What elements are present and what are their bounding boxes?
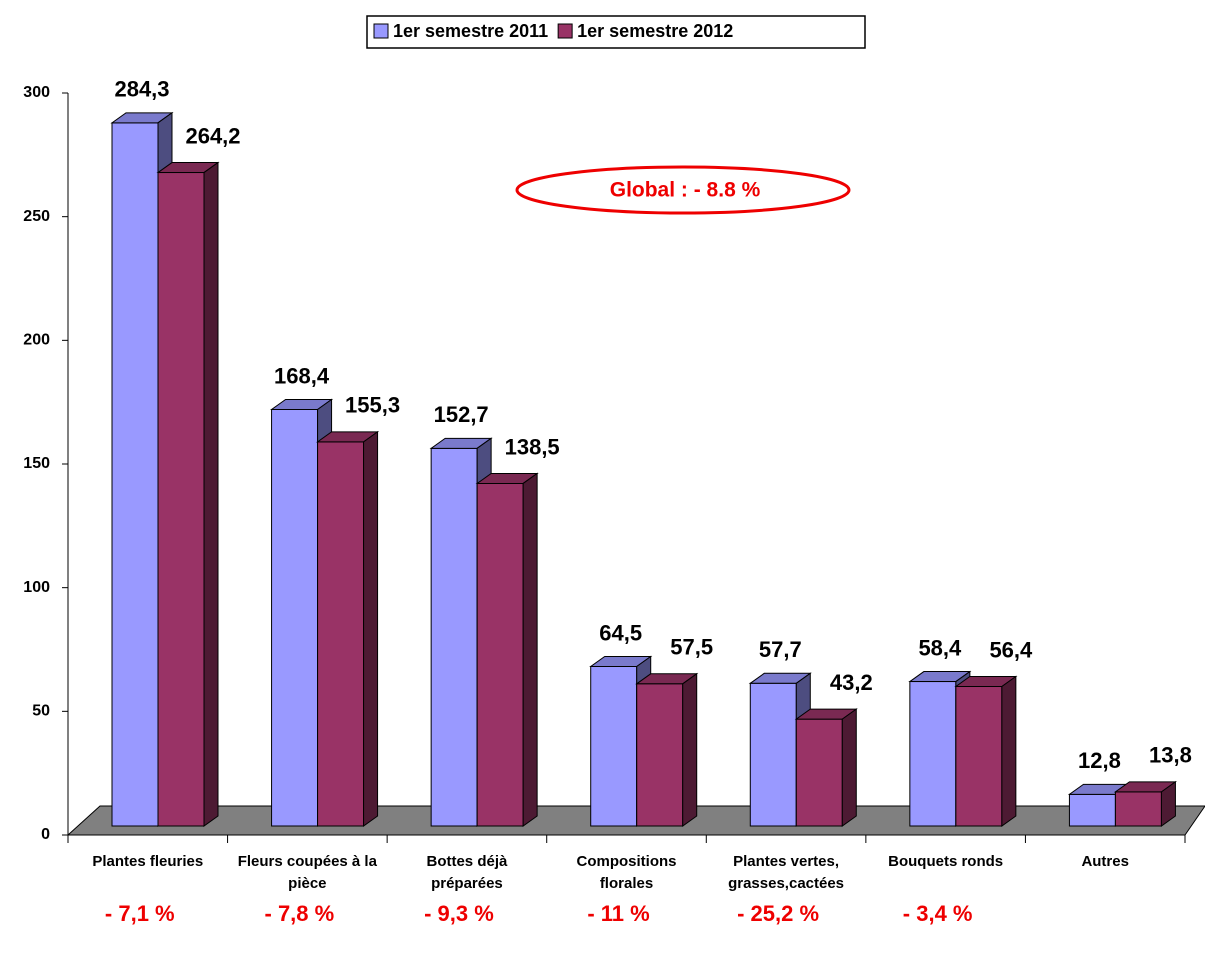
y-tick-label: 0 bbox=[41, 826, 50, 843]
change-label: - 9,3 % bbox=[424, 901, 494, 926]
legend: 1er semestre 2011 1er semestre 2012 bbox=[366, 15, 866, 49]
change-label: - 25,2 % bbox=[737, 901, 819, 926]
bar-side bbox=[1001, 675, 1017, 827]
bar bbox=[954, 675, 1018, 827]
change-label: - 3,4 % bbox=[903, 901, 973, 926]
bar bbox=[156, 161, 220, 827]
value-label: 43,2 bbox=[830, 670, 873, 695]
y-tick-label: 100 bbox=[23, 579, 50, 596]
bar-side bbox=[363, 430, 379, 827]
value-label: 152,7 bbox=[434, 402, 489, 427]
bar-front bbox=[157, 172, 205, 827]
legend-swatch bbox=[373, 23, 389, 39]
legend-label: 1er semestre 2012 bbox=[577, 21, 733, 41]
bar bbox=[794, 708, 858, 827]
value-label: 13,8 bbox=[1149, 743, 1192, 768]
value-label: 57,7 bbox=[759, 637, 802, 662]
y-tick-label: 200 bbox=[23, 332, 50, 349]
bar bbox=[1113, 780, 1177, 827]
bar-front bbox=[795, 718, 843, 827]
y-tick-label: 300 bbox=[23, 84, 50, 101]
value-label: 155,3 bbox=[345, 393, 400, 418]
bar bbox=[635, 672, 699, 827]
change-label: - 7,8 % bbox=[265, 901, 335, 926]
bar-front bbox=[476, 482, 524, 827]
value-label: 56,4 bbox=[989, 637, 1033, 662]
bar-side bbox=[841, 708, 857, 827]
value-label: 138,5 bbox=[505, 434, 560, 459]
bar-front bbox=[955, 686, 1003, 827]
bar-front bbox=[271, 408, 319, 827]
bar-side bbox=[522, 472, 538, 827]
y-tick-label: 150 bbox=[23, 455, 50, 472]
value-label: 57,5 bbox=[670, 635, 713, 660]
x-tick-label: Bottes déjà préparées bbox=[426, 853, 508, 892]
x-tick-label: Fleurs coupées à la pièce bbox=[237, 853, 377, 892]
value-label: 64,5 bbox=[599, 620, 642, 645]
bar-front bbox=[1068, 793, 1116, 827]
bar-front bbox=[749, 682, 797, 827]
bar bbox=[316, 430, 380, 827]
change-label: - 7,1 % bbox=[105, 901, 175, 926]
global-annotation: Global : - 8.8 % bbox=[610, 179, 761, 202]
global-ellipse bbox=[515, 165, 851, 215]
bar-front bbox=[317, 441, 365, 827]
y-tick-label: 250 bbox=[23, 208, 50, 225]
x-tick-label: Autres bbox=[1081, 853, 1129, 870]
bar-front bbox=[430, 447, 478, 827]
y-tick-label: 50 bbox=[32, 703, 50, 720]
value-label: 264,2 bbox=[185, 123, 240, 148]
value-label: 58,4 bbox=[918, 635, 962, 660]
bar-front bbox=[1114, 791, 1162, 827]
value-label: 168,4 bbox=[274, 363, 330, 388]
bar-front bbox=[909, 681, 957, 827]
bar-side bbox=[1160, 780, 1176, 827]
legend-swatch bbox=[557, 23, 573, 39]
bar-side bbox=[682, 672, 698, 827]
bar-front bbox=[590, 665, 638, 827]
value-label: 12,8 bbox=[1078, 748, 1121, 773]
bar-side bbox=[203, 161, 219, 827]
bar-front bbox=[111, 122, 159, 827]
legend-box bbox=[366, 15, 866, 49]
bar bbox=[475, 472, 539, 827]
x-tick-label: Plantes fleuries bbox=[92, 853, 204, 870]
x-tick-label: Compositions florales bbox=[576, 853, 677, 892]
x-tick-label: Plantes vertes, grasses,cactées bbox=[728, 853, 845, 892]
change-label: - 11 % bbox=[587, 901, 649, 926]
x-tick-label: Bouquets ronds bbox=[888, 853, 1004, 870]
legend-label: 1er semestre 2011 bbox=[393, 21, 548, 41]
bar-front bbox=[636, 683, 684, 827]
value-label: 284,3 bbox=[114, 77, 169, 102]
